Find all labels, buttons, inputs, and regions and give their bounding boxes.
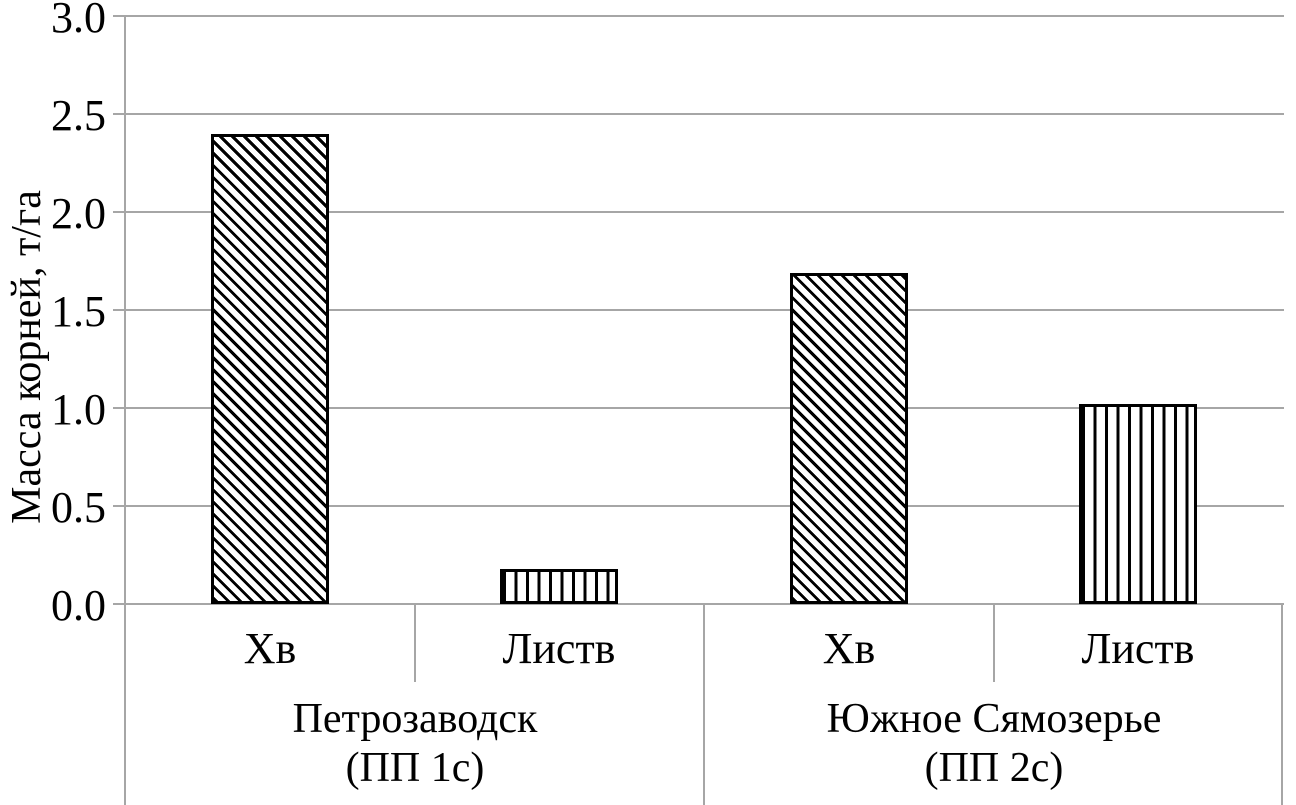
y-tick-label: 3.0 <box>51 0 106 42</box>
group-divider <box>1281 604 1283 805</box>
y-tick-label: 0.0 <box>51 581 106 630</box>
bar-g2-hv <box>790 273 908 604</box>
y-tick-label: 2.0 <box>51 189 106 238</box>
gridline <box>113 113 1284 115</box>
gridline <box>113 211 1284 213</box>
category-label: Хв <box>243 623 297 673</box>
y-tick-label: 2.5 <box>51 91 106 140</box>
y-tick-label: 0.5 <box>51 483 106 532</box>
y-axis-title: Масса корней, т/га <box>4 190 50 524</box>
category-divider <box>414 604 416 682</box>
category-label: Листв <box>502 623 616 673</box>
group-label: Петрозаводск (ПП 1с) <box>145 682 685 805</box>
gridline <box>113 505 1284 507</box>
bar-g1-hv <box>211 134 329 604</box>
y-tick-label: 1.5 <box>51 287 106 336</box>
group-label: Южное Сямозерье (ПП 2с) <box>724 682 1264 805</box>
group-label-line2: (ПП 2с) <box>924 744 1064 791</box>
gridline <box>113 603 1284 605</box>
category-label: Хв <box>822 623 876 673</box>
y-axis-line <box>124 16 126 805</box>
gridline <box>113 407 1284 409</box>
group-divider <box>703 604 705 805</box>
gridline <box>113 309 1284 311</box>
bar-g2-listv <box>1079 404 1197 604</box>
y-tick-label: 1.0 <box>51 385 106 434</box>
group-label-line1: Петрозаводск <box>292 696 538 743</box>
bar-g1-listv <box>500 569 618 604</box>
category-label: Листв <box>1081 623 1195 673</box>
gridline <box>113 15 1284 17</box>
group-label-line1: Южное Сямозерье <box>826 696 1162 743</box>
category-divider <box>993 604 995 682</box>
group-label-line2: (ПП 1с) <box>345 744 485 791</box>
